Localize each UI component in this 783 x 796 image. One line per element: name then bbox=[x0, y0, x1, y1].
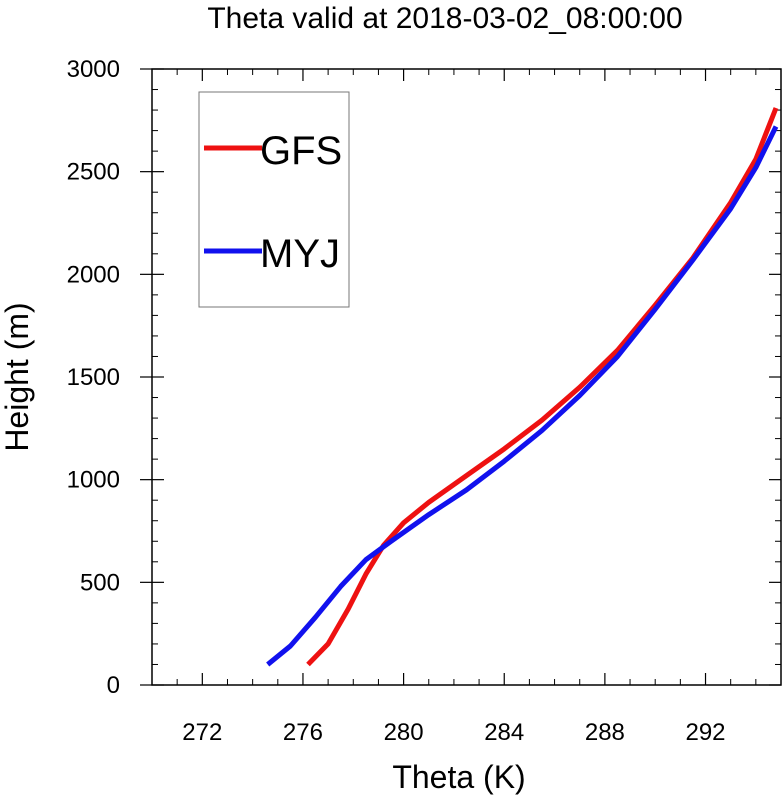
y-tick-label: 500 bbox=[80, 569, 120, 596]
y-tick-label: 2500 bbox=[67, 159, 120, 186]
chart-title: Theta valid at 2018-03-02_08:00:00 bbox=[207, 2, 682, 35]
x-tick-label: 276 bbox=[283, 719, 323, 746]
x-tick-label: 280 bbox=[384, 719, 424, 746]
legend-box bbox=[198, 91, 350, 308]
x-tick-label: 288 bbox=[585, 719, 625, 746]
series-layer bbox=[266, 107, 779, 667]
legend-label-gfs: GFS bbox=[260, 129, 342, 173]
x-tick-label: 284 bbox=[484, 719, 524, 746]
tick-labels: 272 276 280 284 288 292 0 500 1000 1500 2000 2500 30… bbox=[67, 56, 726, 746]
plot-frame bbox=[151, 68, 782, 686]
x-tick-label: 272 bbox=[182, 719, 222, 746]
x-tick-label: 292 bbox=[685, 719, 725, 746]
series-line-gfs bbox=[306, 107, 779, 667]
series-line-myj bbox=[266, 125, 779, 667]
y-tick-label: 1500 bbox=[67, 364, 120, 391]
y-tick-label: 3000 bbox=[67, 56, 120, 83]
y-tick-label: 2000 bbox=[67, 261, 120, 288]
x-axis-title: Theta (K) bbox=[392, 759, 525, 795]
legend: GFS MYJ bbox=[198, 91, 350, 308]
y-tick-label: 0 bbox=[107, 672, 120, 699]
legend-label-myj: MYJ bbox=[260, 232, 340, 276]
y-tick-label: 1000 bbox=[67, 467, 120, 494]
y-axis-title: Height (m) bbox=[0, 302, 35, 451]
